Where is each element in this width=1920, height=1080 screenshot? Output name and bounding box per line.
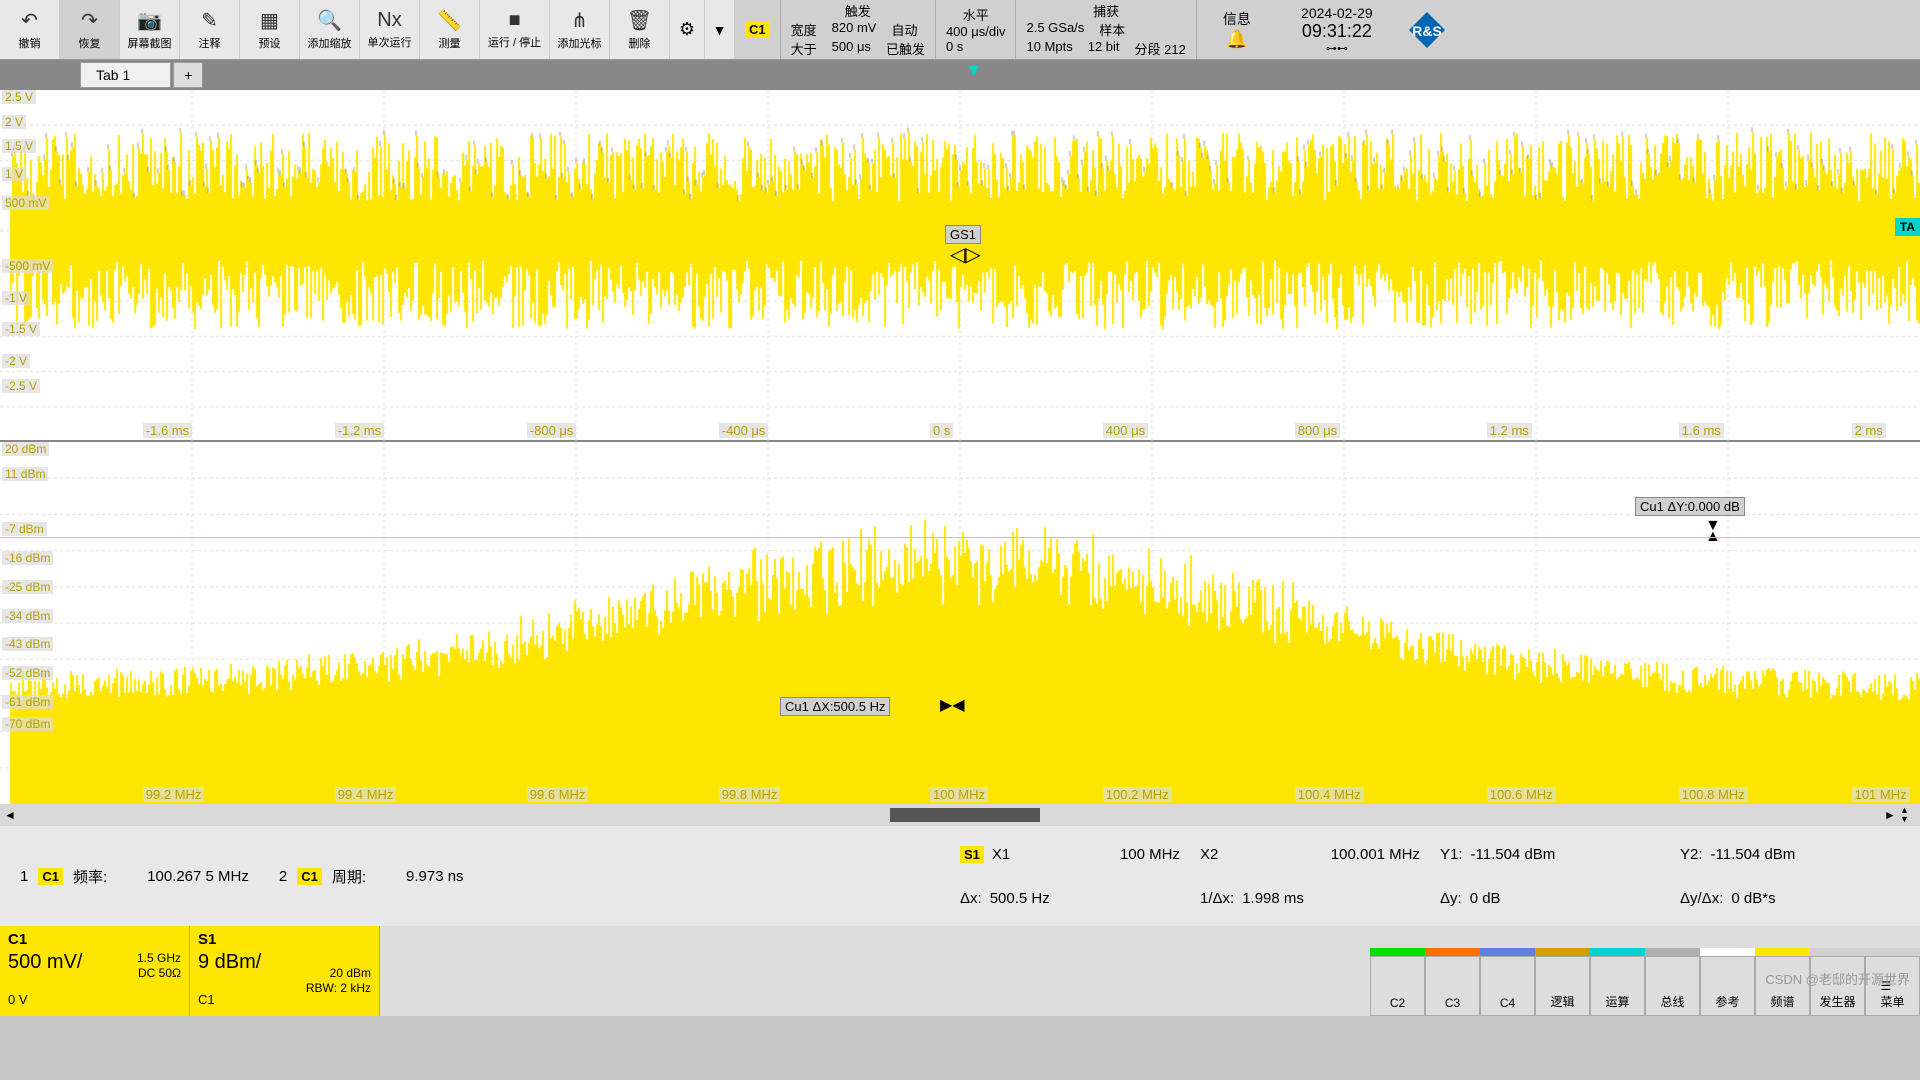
x-axis-label: 400 μs — [1103, 423, 1148, 438]
datetime: 2024-02-29 09:31:22 ⊶⊷ — [1277, 0, 1397, 59]
x-axis-label: 101 MHz — [1852, 787, 1910, 802]
scroll-vert-icon[interactable]: ▲▼ — [1900, 806, 1920, 824]
toolbar-撤销[interactable]: ↶撤销 — [0, 0, 60, 59]
bottom-btn-逻辑[interactable]: 逻辑 — [1535, 956, 1590, 1016]
x-axis-label: 1.2 ms — [1487, 423, 1532, 438]
meas-frequency: 1 C1 频率: 100.267 5 MHz — [20, 836, 249, 916]
y-axis-label: 11 dBm — [2, 467, 48, 481]
cursor-dx-label[interactable]: Cu1 ΔX:500.5 Hz — [780, 697, 890, 716]
toolbar-预设[interactable]: ▦预设 — [240, 0, 300, 59]
scroll-thumb[interactable] — [890, 808, 1040, 822]
x-axis-label: 99.8 MHz — [719, 787, 781, 802]
measurement-bar: 1 C1 频率: 100.267 5 MHz 2 C1 周期: 9.973 ns… — [0, 826, 1920, 926]
x-axis-label: 99.4 MHz — [335, 787, 397, 802]
svg-text:R&S: R&S — [1412, 23, 1442, 39]
y-axis-label: -52 dBm — [2, 666, 53, 680]
x-axis-label: 100.4 MHz — [1295, 787, 1364, 802]
tab-add-button[interactable]: + — [173, 62, 203, 88]
y-axis-label: 2 V — [2, 115, 26, 129]
y-axis-label: -500 mV — [2, 259, 53, 273]
y-axis-label: -2.5 V — [2, 379, 40, 393]
x-axis-label: 99.6 MHz — [527, 787, 589, 802]
x-axis-label: 0 s — [930, 423, 953, 438]
spectrum-plot[interactable]: 20 dBm 11 dBm -7 dBm -16 dBm -25 dBm -34 dBm -… — [0, 442, 1920, 804]
x-axis-label: 800 μs — [1295, 423, 1340, 438]
cursor-readout: S1X1100 MHz X2100.001 MHz Y1:-11.504 dBm… — [960, 836, 1900, 916]
toolbar-测量[interactable]: 📏测量 — [420, 0, 480, 59]
toolbar-屏幕截图[interactable]: 📷屏幕截图 — [120, 0, 180, 59]
x-axis-label: 2 ms — [1852, 423, 1886, 438]
scroll-left-icon[interactable]: ◄ — [0, 808, 20, 822]
meas-period: 2 C1 周期: 9.973 ns — [279, 836, 464, 916]
y-axis-label: -7 dBm — [2, 522, 47, 536]
trigger-marker-icon[interactable]: ▼ — [965, 60, 983, 81]
watermark: CSDN @老邸的开源世界 — [1765, 969, 1910, 988]
channel-s1[interactable]: S1 9 dBm/ 20 dBm RBW: 2 kHz C1 — [190, 926, 380, 1016]
x-axis-label: -1.6 ms — [143, 423, 192, 438]
horizontal-status[interactable]: 水平 400 μs/div 0 s — [936, 0, 1017, 59]
connection-icon: ⊶⊷ — [1326, 42, 1348, 55]
info-column: 信息 🔔 — [1197, 0, 1277, 59]
y-axis-label: -43 dBm — [2, 637, 53, 651]
toolbar-恢复[interactable]: ↷恢复 — [60, 0, 120, 59]
capture-status[interactable]: 捕获 2.5 GSa/s样本 10 Mpts12 bit分段 212 — [1016, 0, 1196, 59]
channel-c1[interactable]: C1 500 mV/ 1.5 GHz DC 50Ω 0 V — [0, 926, 190, 1016]
horizontal-scrollbar[interactable]: ◄ ► ▲▼ — [0, 804, 1920, 826]
status-panel: C1 触发 宽度820 mV自动 大于500 μs已触发 水平 400 μs/d… — [735, 0, 1920, 59]
y-axis-label: -34 dBm — [2, 609, 53, 623]
cursor-dx-arrows[interactable]: ▶◀ — [940, 695, 965, 715]
dropdown-icon[interactable]: ▼ — [705, 0, 735, 59]
toolbar: ↶撤销↷恢复📷屏幕截图✎注释▦预设🔍添加缩放Nx单次运行📏测量■运行 / 停止⋔… — [0, 0, 1920, 60]
toolbar-运行 / 停止[interactable]: ■运行 / 停止 — [480, 0, 550, 59]
y-axis-label: 2.5 V — [2, 90, 36, 104]
y-axis-label: -1 V — [2, 291, 30, 305]
x-axis-label: 100 MHz — [930, 787, 988, 802]
y-axis-label: -70 dBm — [2, 717, 53, 731]
x-axis-label: -400 μs — [719, 423, 769, 438]
cursor-dy-label[interactable]: Cu1 ΔY:0.000 dB — [1635, 497, 1745, 516]
toolbar-注释[interactable]: ✎注释 — [180, 0, 240, 59]
bottom-btn-C2[interactable]: C2 — [1370, 956, 1425, 1016]
toolbar-单次运行[interactable]: Nx单次运行 — [360, 0, 420, 59]
tab-1[interactable]: Tab 1 — [80, 62, 171, 88]
x-axis-label: 100.8 MHz — [1679, 787, 1748, 802]
x-axis-label: -1.2 ms — [335, 423, 384, 438]
scroll-right-icon[interactable]: ► — [1880, 808, 1900, 822]
y-axis-label: 20 dBm — [2, 442, 49, 456]
bottom-btn-C4[interactable]: C4 — [1480, 956, 1535, 1016]
x-axis-label: 1.6 ms — [1679, 423, 1724, 438]
toolbar-删除[interactable]: 🗑删除 — [610, 0, 670, 59]
brand-logo: R&S — [1397, 0, 1457, 59]
time-domain-plot[interactable]: 2.5 V 2 V 1.5 V 1 V 500 mV -500 mV -1 V -1.5 V -… — [0, 90, 1920, 442]
trigger-status[interactable]: 触发 宽度820 mV自动 大于500 μs已触发 — [781, 0, 936, 59]
bottom-btn-运算[interactable]: 运算 — [1590, 956, 1645, 1016]
y-axis-label: -61 dBm — [2, 695, 53, 709]
channel-badge[interactable]: C1 — [745, 21, 770, 38]
y-axis-label: 1 V — [2, 167, 26, 181]
x-axis-label: 99.2 MHz — [143, 787, 205, 802]
cursor-dy-arrows[interactable]: ▼▲ — [1705, 520, 1721, 542]
y-axis-label: -25 dBm — [2, 580, 53, 594]
y-axis-label: 1.5 V — [2, 139, 36, 153]
bottom-btn-C3[interactable]: C3 — [1425, 956, 1480, 1016]
ta-badge: TA — [1895, 218, 1920, 236]
x-axis-label: 100.2 MHz — [1103, 787, 1172, 802]
channel-bar: C1 500 mV/ 1.5 GHz DC 50Ω 0 V S1 9 dBm/ … — [0, 926, 1920, 1016]
y-axis-label: -1.5 V — [2, 322, 40, 336]
settings-gear-icon[interactable]: ⚙ — [670, 0, 705, 59]
toolbar-添加光标[interactable]: ⋔添加光标 — [550, 0, 610, 59]
y-axis-label: -2 V — [2, 354, 30, 368]
gs1-handle-icon[interactable]: ◁▷ — [950, 242, 981, 267]
x-axis-label: -800 μs — [527, 423, 577, 438]
toolbar-添加缩放[interactable]: 🔍添加缩放 — [300, 0, 360, 59]
x-axis-label: 100.6 MHz — [1487, 787, 1556, 802]
y-axis-label: 500 mV — [2, 196, 49, 210]
y-axis-label: -16 dBm — [2, 551, 53, 565]
bell-icon[interactable]: 🔔 — [1226, 29, 1248, 50]
bottom-btn-参考[interactable]: 参考 — [1700, 956, 1755, 1016]
cursor-y-line[interactable] — [0, 537, 1920, 538]
bottom-btn-总线[interactable]: 总线 — [1645, 956, 1700, 1016]
tab-bar: Tab 1 + ▼ — [0, 60, 1920, 90]
